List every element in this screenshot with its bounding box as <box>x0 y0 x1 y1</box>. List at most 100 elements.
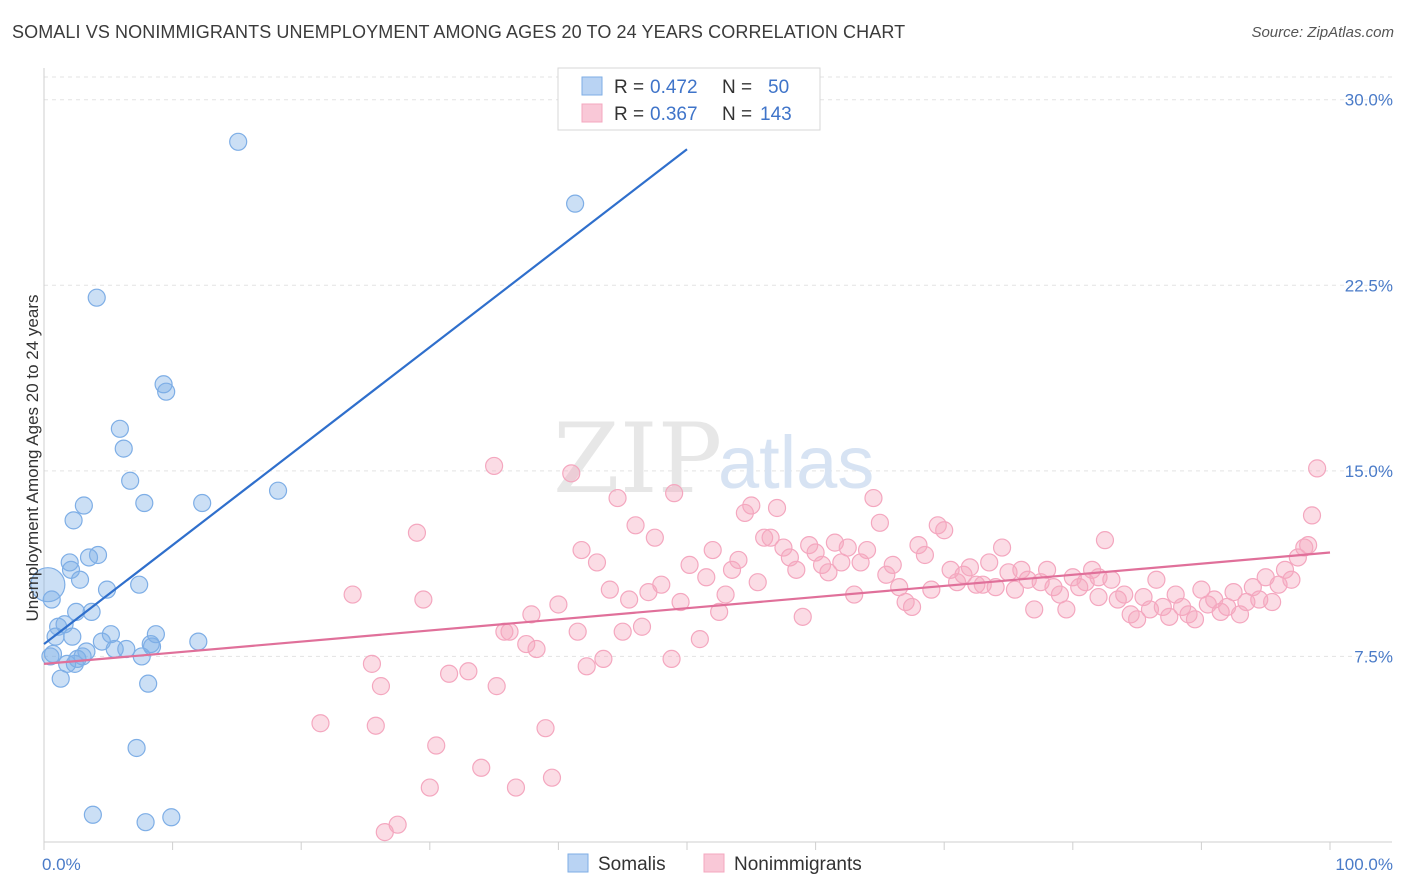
nonimmigrants-point <box>549 595 568 614</box>
nonimmigrants-point <box>1089 587 1108 607</box>
nonimmigrants-point <box>600 580 619 599</box>
nonimmigrants-point <box>722 560 742 579</box>
nonimmigrants-point <box>371 677 391 696</box>
nonimmigrants-point <box>366 716 385 735</box>
bottom-legend: Somalis Nonimmigrants <box>567 853 862 875</box>
y-tick-label: 30.0% <box>1345 91 1393 110</box>
nonimmigrants-point <box>1057 600 1076 619</box>
nonimmigrants-point <box>690 630 709 649</box>
somalis-point <box>566 194 585 213</box>
nonimmigrants-point <box>587 553 607 572</box>
somalis-point <box>189 632 208 651</box>
y-tick-label: 7.5% <box>1354 647 1393 666</box>
nonimmigrants-point <box>407 523 427 542</box>
somalis-point <box>110 419 129 438</box>
somalis-point <box>41 647 60 666</box>
nonimmigrants-point <box>793 607 812 626</box>
nonimmigrants-point <box>1173 597 1192 617</box>
somalis-point <box>65 654 84 673</box>
somalis-point <box>229 132 248 151</box>
somalis-point <box>117 639 136 659</box>
nonimmigrants-point <box>716 585 735 604</box>
legend-swatch-somalis <box>581 76 603 96</box>
y-tick-label: 22.5% <box>1345 276 1393 295</box>
nonimmigrants-point <box>710 602 729 622</box>
nonimmigrants-point <box>527 639 546 659</box>
nonimmigrants-point <box>620 590 639 609</box>
nonimmigrants-point <box>577 657 596 676</box>
nonimmigrants-point <box>909 535 928 555</box>
nonimmigrants-point <box>992 538 1012 557</box>
somalis-point <box>83 805 102 824</box>
nonimmigrants-point <box>755 528 774 547</box>
nonimmigrants-point <box>960 558 980 577</box>
somalis-points <box>30 132 585 832</box>
nonimmigrants-point <box>1147 570 1166 589</box>
nonimmigrants-point <box>645 528 664 547</box>
nonimmigrants-point <box>652 575 671 594</box>
nonimmigrants-point <box>626 516 645 535</box>
somalis-point <box>87 288 106 307</box>
nonimmigrants-point <box>680 555 699 574</box>
bottom-legend-nonimmigrants: Nonimmigrants <box>734 854 862 875</box>
nonimmigrants-point <box>343 585 362 604</box>
legend-somalis-r-label: R = <box>614 77 644 98</box>
nonimmigrants-point <box>506 778 526 797</box>
nonimmigrants-point <box>594 649 613 669</box>
somalis-point <box>88 545 108 565</box>
legend-swatch-nonimmigrants <box>581 103 603 123</box>
legend-nonimmigrants-n-label: N = <box>722 104 752 125</box>
somalis-point <box>193 493 212 513</box>
nonimmigrants-point <box>1102 570 1121 589</box>
nonimmigrants-point <box>517 634 536 654</box>
nonimmigrants-point <box>787 560 806 579</box>
nonimmigrants-point <box>459 662 478 681</box>
nonimmigrants-point <box>1095 531 1115 550</box>
nonimmigrants-point <box>1115 585 1134 604</box>
somalis-point <box>130 575 149 594</box>
watermark: ZIP atlas <box>553 403 874 515</box>
somalis-point <box>77 642 96 661</box>
nonimmigrants-point <box>542 768 562 787</box>
nonimmigrants-point <box>1185 610 1205 629</box>
nonimmigrants-point <box>980 553 999 572</box>
somalis-point <box>64 511 83 530</box>
nonimmigrants-point <box>1308 459 1327 478</box>
nonimmigrants-point <box>1153 597 1172 617</box>
somalis-point <box>74 496 93 515</box>
nonimmigrants-point <box>838 538 857 557</box>
nonimmigrants-point <box>472 758 491 777</box>
nonimmigrants-point <box>1005 580 1025 599</box>
axes <box>43 68 1392 850</box>
somalis-point <box>135 493 154 513</box>
nonimmigrants-point <box>819 563 838 582</box>
nonimmigrants-point <box>414 590 433 609</box>
legend-somalis-r-value: 0.472 <box>650 77 698 98</box>
x-tick-label-min: 0.0% <box>42 855 81 874</box>
somalis-trend-line <box>43 148 688 645</box>
somalis-point <box>82 602 101 622</box>
somalis-point <box>30 567 66 603</box>
grid-lines <box>44 76 1392 657</box>
somalis-point <box>268 481 288 500</box>
somalis-point <box>58 654 77 673</box>
nonimmigrants-point <box>613 622 632 641</box>
tick-labels: 7.5% 15.0% 22.5% 30.0% 0.0% 100.0% <box>42 91 1393 874</box>
x-tick-label-max: 100.0% <box>1335 855 1393 874</box>
nonimmigrants-point <box>1302 506 1322 525</box>
nonimmigrants-point <box>697 568 716 587</box>
somalis-point <box>121 471 140 490</box>
nonimmigrants-point <box>1044 578 1063 597</box>
nonimmigrants-point <box>1025 600 1044 619</box>
nonimmigrants-point <box>572 540 591 560</box>
watermark-atlas: atlas <box>718 421 874 504</box>
watermark-zip: ZIP <box>553 403 722 515</box>
nonimmigrants-point <box>427 736 446 755</box>
somalis-point <box>146 625 165 644</box>
bottom-legend-somalis: Somalis <box>598 854 666 875</box>
somalis-point <box>63 627 82 646</box>
nonimmigrants-point <box>671 592 690 612</box>
nonimmigrants-point <box>665 484 684 503</box>
nonimmigrants-point <box>761 528 780 547</box>
